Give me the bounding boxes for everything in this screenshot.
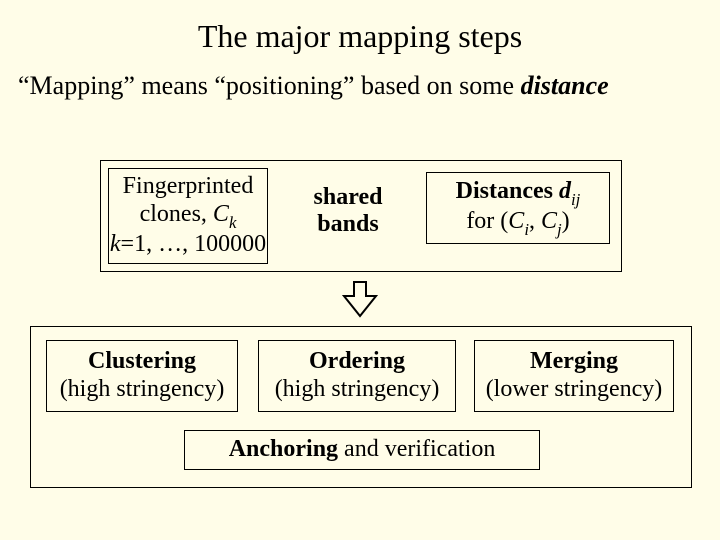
shared-line2: bands <box>282 211 414 238</box>
dist-line1b-sub: ij <box>571 190 580 209</box>
clust-line1: Clustering <box>88 348 196 376</box>
dist-ci: C <box>508 208 524 234</box>
fingerprinted-box: Fingerprinted clones, Ck k=1, …, 100000 <box>108 168 268 264</box>
merging-box: Merging (lower stringency) <box>474 340 674 412</box>
dist-line1b-it: d <box>559 178 571 204</box>
fp-line2b-sub: k <box>229 213 236 232</box>
subtitle-text: “Mapping” means “positioning” based on s… <box>18 71 521 100</box>
dist-line2: for (Ci, Cj) <box>466 208 569 238</box>
anchor-bold: Anchoring <box>229 436 338 462</box>
ord-line1: Ordering <box>309 348 405 376</box>
shared-line1: shared <box>282 184 414 211</box>
ord-line2: (high stringency) <box>275 376 440 404</box>
fp-line3: k=1, …, 100000 <box>110 231 266 259</box>
shared-bands-label: shared bands <box>282 184 414 238</box>
merge-line1: Merging <box>530 348 618 376</box>
dist-comma: , <box>529 208 541 234</box>
dist-cj: C <box>541 208 557 234</box>
dist-close: ) <box>562 208 570 234</box>
fp-line2b-it: C <box>213 201 229 227</box>
anchor-rest: and verification <box>338 436 495 462</box>
dist-line1a: Distances <box>456 178 559 204</box>
dist-line1: Distances dij <box>456 178 581 208</box>
fp-line2: clones, Ck <box>140 201 237 231</box>
ordering-box: Ordering (high stringency) <box>258 340 456 412</box>
fp-line3b: =1, …, 100000 <box>121 231 267 257</box>
down-arrow-icon <box>342 280 378 318</box>
dist-line2a: for ( <box>466 208 508 234</box>
dist-cj-sub: j <box>557 220 562 239</box>
clustering-box: Clustering (high stringency) <box>46 340 238 412</box>
merge-line2: (lower stringency) <box>486 376 663 404</box>
fp-line1: Fingerprinted <box>123 173 254 201</box>
distances-box: Distances dij for (Ci, Cj) <box>426 172 610 244</box>
dist-ci-sub: i <box>524 220 529 239</box>
fp-line3a: k <box>110 231 121 257</box>
anchoring-box: Anchoring and verification <box>184 430 540 470</box>
clust-line2: (high stringency) <box>60 376 225 404</box>
anchor-line: Anchoring and verification <box>229 436 496 464</box>
slide-title: The major mapping steps <box>0 0 720 65</box>
slide-subtitle: “Mapping” means “positioning” based on s… <box>0 65 720 101</box>
fp-line2a: clones, <box>140 201 213 227</box>
subtitle-distance: distance <box>521 71 609 100</box>
